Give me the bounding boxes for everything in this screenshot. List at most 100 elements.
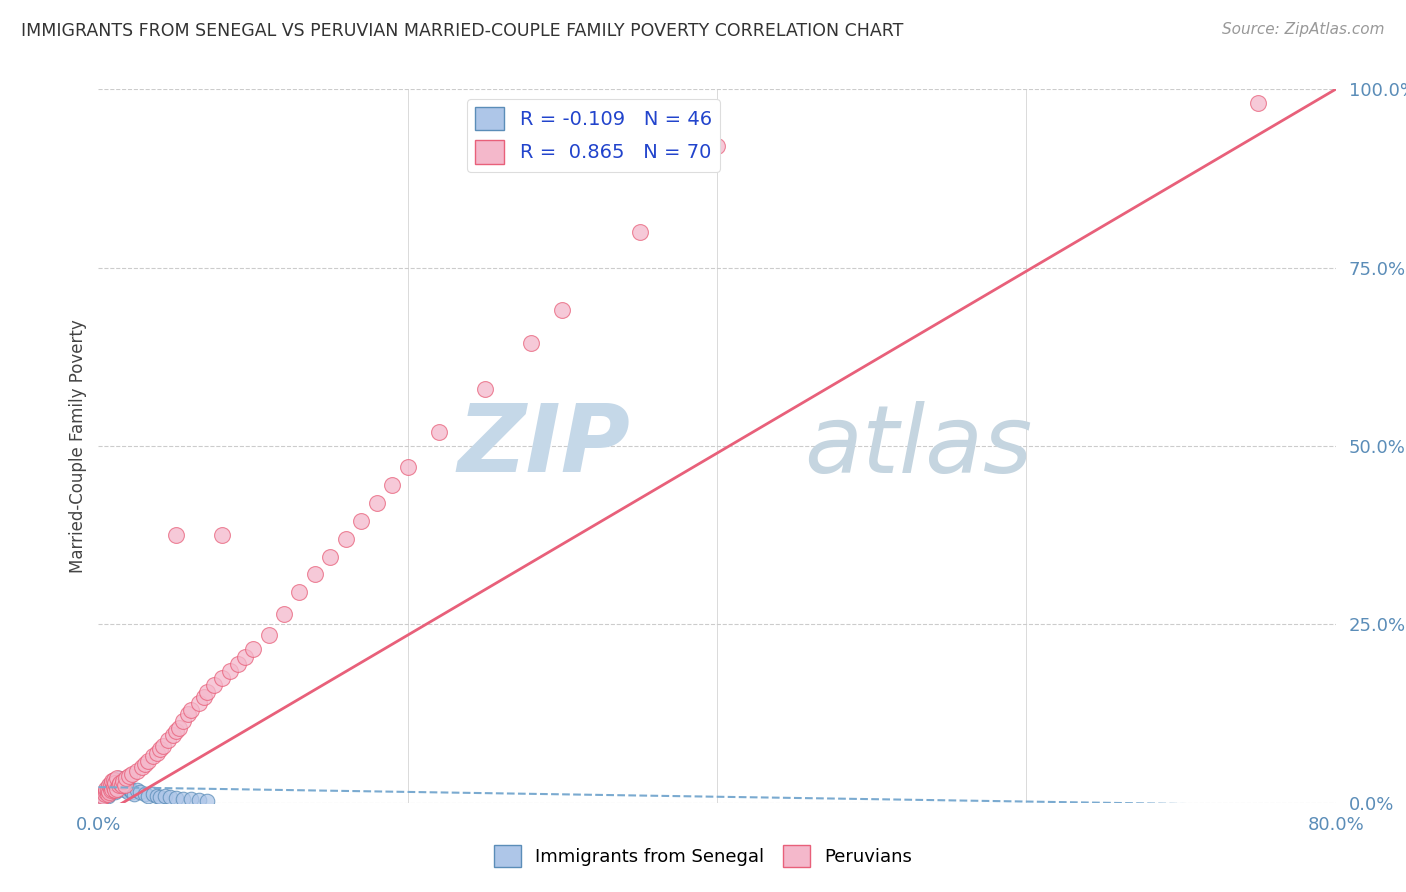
Point bbox=[180, 703, 202, 717]
Point bbox=[350, 514, 373, 528]
Point bbox=[129, 785, 152, 799]
Point bbox=[165, 724, 187, 739]
Point bbox=[101, 776, 124, 790]
Point bbox=[141, 787, 165, 801]
Point bbox=[91, 789, 114, 803]
Point bbox=[101, 774, 124, 789]
Point bbox=[114, 783, 136, 797]
Point bbox=[134, 787, 156, 801]
Point bbox=[97, 783, 120, 797]
Point bbox=[103, 772, 125, 787]
Point bbox=[242, 642, 264, 657]
Point bbox=[105, 771, 128, 785]
Point bbox=[104, 776, 127, 790]
Point bbox=[396, 460, 419, 475]
Point bbox=[103, 781, 125, 796]
Point bbox=[118, 769, 141, 783]
Point bbox=[97, 783, 120, 797]
Point bbox=[112, 778, 135, 792]
Point bbox=[104, 778, 127, 792]
Point bbox=[100, 783, 122, 797]
Legend: R = -0.109   N = 46, R =  0.865   N = 70: R = -0.109 N = 46, R = 0.865 N = 70 bbox=[467, 99, 720, 171]
Point bbox=[93, 787, 115, 801]
Point bbox=[100, 785, 122, 799]
Point bbox=[149, 742, 172, 756]
Point bbox=[172, 714, 194, 728]
Legend: Immigrants from Senegal, Peruvians: Immigrants from Senegal, Peruvians bbox=[486, 838, 920, 874]
Text: IMMIGRANTS FROM SENEGAL VS PERUVIAN MARRIED-COUPLE FAMILY POVERTY CORRELATION CH: IMMIGRANTS FROM SENEGAL VS PERUVIAN MARR… bbox=[21, 22, 904, 40]
Point bbox=[118, 781, 141, 796]
Point bbox=[97, 787, 120, 801]
Point bbox=[131, 760, 153, 774]
Point bbox=[474, 382, 496, 396]
Point bbox=[153, 789, 176, 803]
Point bbox=[204, 678, 226, 692]
Point bbox=[107, 780, 129, 794]
Point bbox=[101, 783, 124, 797]
Point bbox=[551, 303, 574, 318]
Point bbox=[165, 790, 187, 805]
Point bbox=[211, 671, 233, 685]
Point bbox=[98, 778, 121, 792]
Point bbox=[96, 785, 118, 799]
Point bbox=[101, 781, 124, 796]
Point bbox=[304, 567, 326, 582]
Point bbox=[159, 790, 181, 805]
Point bbox=[193, 690, 215, 705]
Point bbox=[112, 774, 135, 789]
Point bbox=[366, 496, 388, 510]
Point bbox=[108, 776, 131, 790]
Point bbox=[127, 764, 149, 778]
Point bbox=[146, 746, 169, 760]
Point bbox=[167, 721, 190, 735]
Point bbox=[111, 772, 132, 787]
Point bbox=[107, 778, 129, 792]
Point bbox=[93, 787, 115, 801]
Point bbox=[104, 783, 127, 797]
Point bbox=[96, 781, 118, 796]
Point bbox=[122, 787, 145, 801]
Point bbox=[91, 790, 114, 805]
Point bbox=[381, 478, 404, 492]
Point bbox=[127, 783, 149, 797]
Point bbox=[628, 225, 651, 239]
Point bbox=[98, 785, 121, 799]
Point bbox=[172, 791, 194, 805]
Point bbox=[108, 778, 131, 792]
Point bbox=[195, 685, 218, 699]
Point bbox=[195, 794, 218, 808]
Point bbox=[121, 767, 143, 781]
Point bbox=[111, 778, 132, 792]
Text: ZIP: ZIP bbox=[457, 400, 630, 492]
Point bbox=[97, 789, 120, 803]
Point bbox=[427, 425, 450, 439]
Point bbox=[120, 783, 142, 797]
Point bbox=[134, 756, 156, 771]
Point bbox=[180, 792, 202, 806]
Point bbox=[96, 785, 118, 799]
Point bbox=[90, 790, 112, 805]
Point bbox=[211, 528, 233, 542]
Point bbox=[111, 781, 132, 796]
Point bbox=[226, 657, 249, 671]
Point bbox=[100, 778, 122, 792]
Point bbox=[104, 785, 127, 799]
Point bbox=[100, 780, 122, 794]
Point bbox=[98, 787, 121, 801]
Point bbox=[165, 528, 187, 542]
Point bbox=[157, 733, 180, 747]
Point bbox=[90, 789, 112, 803]
Point bbox=[141, 749, 165, 764]
Point bbox=[105, 774, 128, 789]
Y-axis label: Married-Couple Family Poverty: Married-Couple Family Poverty bbox=[69, 319, 87, 573]
Point bbox=[233, 649, 257, 664]
Point bbox=[706, 139, 728, 153]
Point bbox=[96, 781, 118, 796]
Point bbox=[319, 549, 342, 564]
Point bbox=[335, 532, 357, 546]
Point bbox=[273, 607, 295, 621]
Point bbox=[136, 755, 159, 769]
Point bbox=[146, 789, 169, 803]
Point bbox=[136, 789, 159, 803]
Point bbox=[103, 780, 125, 794]
